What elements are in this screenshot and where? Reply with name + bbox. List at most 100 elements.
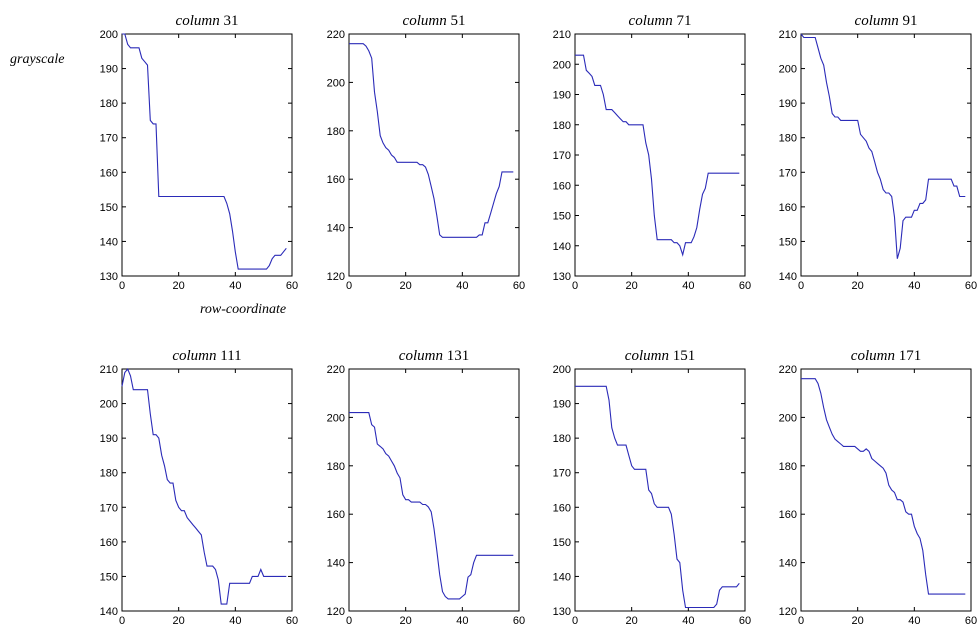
subplot-title-number: 151 <box>673 348 696 364</box>
x-tick-label: 60 <box>739 615 751 627</box>
x-tick-label: 60 <box>286 615 298 627</box>
y-tick-label: 160 <box>327 174 345 186</box>
y-tick-label: 140 <box>553 241 571 253</box>
y-tick-label: 220 <box>327 29 345 41</box>
y-tick-label: 130 <box>100 271 118 283</box>
x-tick-label: 20 <box>400 615 412 627</box>
y-tick-label: 210 <box>100 364 118 376</box>
x-tick-label: 60 <box>965 615 977 627</box>
subplot-title-word: column <box>403 13 451 29</box>
x-tick-label: 40 <box>682 615 694 627</box>
y-tick-label: 160 <box>779 509 797 521</box>
x-tick-label: 40 <box>456 280 468 292</box>
x-tick-label: 0 <box>572 280 578 292</box>
y-tick-label: 180 <box>553 120 571 132</box>
y-tick-label: 180 <box>779 461 797 473</box>
subplot-title-word: column <box>629 13 677 29</box>
y-tick-label: 120 <box>779 606 797 618</box>
subplot-title-word: column <box>176 13 224 29</box>
y-tick-label: 200 <box>779 64 797 76</box>
subplot-title: column 71 <box>629 13 692 29</box>
y-tick-label: 170 <box>100 502 118 514</box>
subplot-title-word: column <box>399 348 447 364</box>
y-tick-label: 220 <box>779 364 797 376</box>
y-tick-label: 180 <box>779 133 797 145</box>
x-tick-label: 40 <box>908 280 920 292</box>
y-tick-label: 220 <box>327 364 345 376</box>
x-tick-label: 20 <box>626 615 638 627</box>
subplot-title-word: column <box>625 348 673 364</box>
y-tick-label: 190 <box>100 64 118 76</box>
y-tick-label: 170 <box>100 133 118 145</box>
x-tick-label: 60 <box>286 280 298 292</box>
axes-box <box>121 33 293 277</box>
y-tick-label: 140 <box>327 223 345 235</box>
subplot-title-number: 91 <box>902 13 917 29</box>
y-tick-label: 130 <box>553 606 571 618</box>
series-line <box>349 412 514 600</box>
subplot-title: column 171 <box>851 348 921 364</box>
subplot-title: column 111 <box>172 348 241 364</box>
axes-box <box>800 368 972 612</box>
x-tick-label: 40 <box>229 280 241 292</box>
series-line <box>122 33 287 270</box>
y-tick-label: 180 <box>100 98 118 110</box>
x-tick-label: 40 <box>682 280 694 292</box>
subplot-title-number: 71 <box>676 13 691 29</box>
x-tick-label: 0 <box>572 615 578 627</box>
x-tick-label: 20 <box>400 280 412 292</box>
y-tick-label: 200 <box>327 77 345 89</box>
x-tick-label: 20 <box>626 280 638 292</box>
subplot-4: column 91 140 150 160 170 180 190 200 210 0 20 40 60 <box>779 13 977 292</box>
subplot-title-word: column <box>851 348 899 364</box>
y-tick-label: 160 <box>779 202 797 214</box>
y-tick-label: 140 <box>100 236 118 248</box>
series-line <box>801 378 966 595</box>
y-tick-label: 140 <box>779 558 797 570</box>
x-tick-label: 0 <box>798 615 804 627</box>
x-tick-label: 60 <box>513 280 525 292</box>
subplot-title-number: 31 <box>223 13 238 29</box>
series-line <box>575 385 740 609</box>
subplot-8: column 171 120 140 160 180 200 220 0 20 40 60 <box>779 348 977 627</box>
y-tick-label: 150 <box>100 202 118 214</box>
subplot-title: column 131 <box>399 348 469 364</box>
axes-box <box>348 33 520 277</box>
y-tick-label: 180 <box>100 468 118 480</box>
y-tick-label: 200 <box>100 399 118 411</box>
subplot-6: column 131 120 140 160 180 200 220 0 20 40 60 <box>327 348 525 627</box>
subplot-3: column 71 130 140 150 160 170 180 190 200 210 0 20 4… <box>553 13 751 292</box>
y-tick-label: 140 <box>100 606 118 618</box>
x-tick-label: 0 <box>119 615 125 627</box>
y-axis-label: grayscale <box>10 52 65 67</box>
y-tick-label: 210 <box>779 29 797 41</box>
subplot-7: column 151 130 140 150 160 170 180 190 200 0 20 40 6… <box>553 348 751 627</box>
axes-box <box>800 33 972 277</box>
y-tick-label: 200 <box>327 412 345 424</box>
x-tick-label: 40 <box>908 615 920 627</box>
y-tick-label: 190 <box>779 98 797 110</box>
x-tick-label: 20 <box>852 615 864 627</box>
x-tick-label: 0 <box>119 280 125 292</box>
axes-box <box>348 368 520 612</box>
x-tick-label: 20 <box>173 280 185 292</box>
y-tick-label: 160 <box>327 509 345 521</box>
y-tick-label: 200 <box>100 29 118 41</box>
y-tick-label: 130 <box>553 271 571 283</box>
y-tick-label: 190 <box>553 90 571 102</box>
y-tick-label: 200 <box>553 59 571 71</box>
subplot-1: column 31 130 140 150 160 170 180 190 200 0 20 40 60 <box>100 13 298 292</box>
subplot-title: column 151 <box>625 348 695 364</box>
series-line <box>349 43 514 238</box>
y-tick-label: 170 <box>779 167 797 179</box>
subplot-title: column 91 <box>855 13 918 29</box>
subplot-title: column 51 <box>403 13 466 29</box>
y-tick-label: 140 <box>779 271 797 283</box>
x-axis-label: row-coordinate <box>200 302 287 317</box>
y-tick-label: 180 <box>327 126 345 138</box>
y-tick-label: 150 <box>553 537 571 549</box>
axes-box <box>121 368 293 612</box>
x-tick-label: 60 <box>739 280 751 292</box>
subplot-title: column 31 <box>176 13 239 29</box>
x-tick-label: 0 <box>346 280 352 292</box>
